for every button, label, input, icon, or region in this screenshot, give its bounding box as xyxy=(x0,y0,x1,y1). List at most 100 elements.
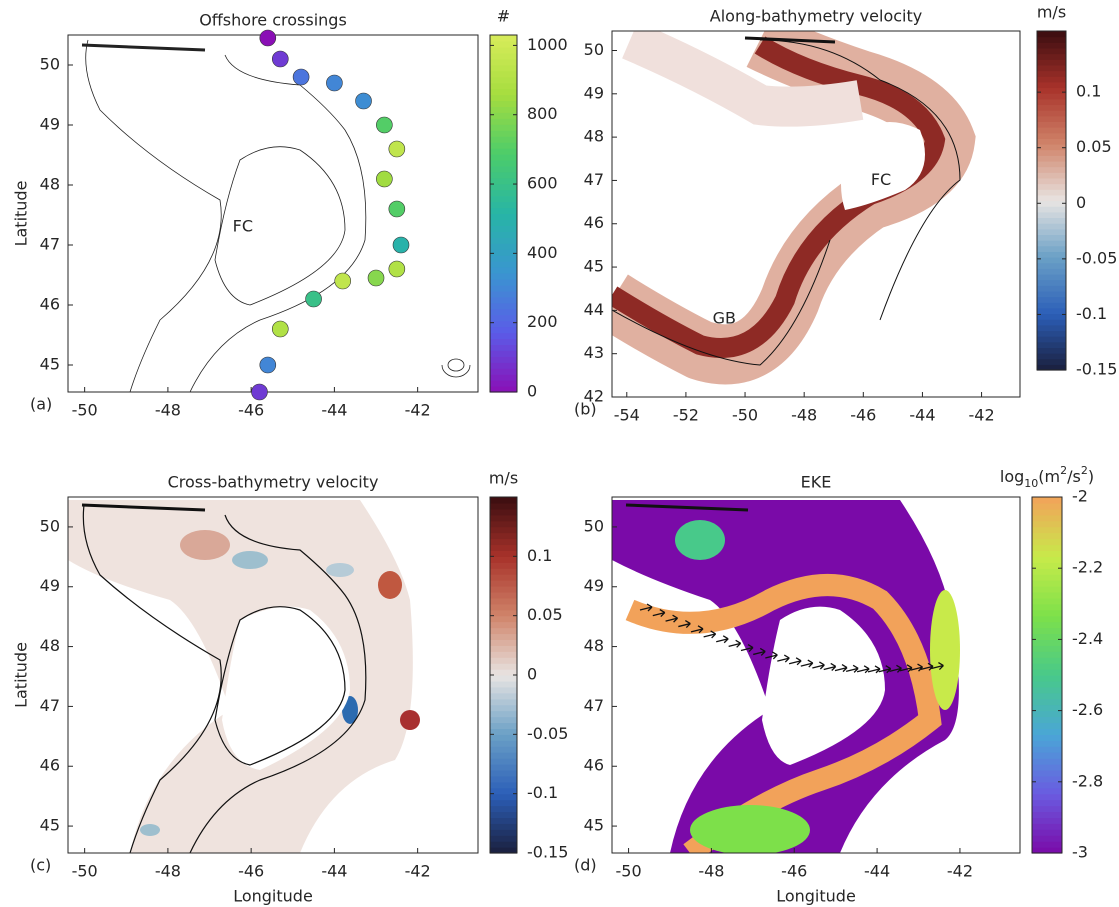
colorbar-step xyxy=(1037,166,1066,173)
axes-frame xyxy=(67,496,479,854)
colorbar-step xyxy=(1037,228,1066,235)
colorbar-step xyxy=(1037,217,1066,224)
colorbar-step xyxy=(1037,110,1066,117)
colorbar-step xyxy=(490,497,517,504)
colorbar-step xyxy=(1037,144,1066,151)
colorbar-step xyxy=(1037,76,1066,83)
crossing-point xyxy=(305,290,322,308)
colorbar-step xyxy=(1037,93,1066,100)
colorbar-step xyxy=(1037,324,1066,332)
colorbar-step xyxy=(490,296,517,304)
chart-title: Along-bathymetry velocity xyxy=(710,7,922,26)
colorbar-step xyxy=(1032,817,1062,824)
x-tick-label: -50 xyxy=(72,401,98,420)
eke-field xyxy=(612,500,960,853)
flow-arrow xyxy=(652,609,666,618)
colorbar-step xyxy=(1032,793,1062,801)
colorbar-step xyxy=(1037,240,1066,247)
colorbar-tick-label: -2.2 xyxy=(1072,558,1103,577)
colorbar-tick-label: 0 xyxy=(527,382,537,401)
crossing-point xyxy=(271,320,289,338)
colorbar-step xyxy=(1032,609,1062,617)
colorbar-step xyxy=(1032,502,1062,510)
crossing-point xyxy=(355,92,372,110)
colorbar-step xyxy=(490,70,517,78)
colorbar-step xyxy=(490,237,517,244)
colorbar-step xyxy=(1032,538,1062,546)
crossing-point xyxy=(376,116,393,134)
axes-frame xyxy=(611,496,1021,854)
colorbar-step xyxy=(1032,639,1062,646)
colorbar-step xyxy=(1037,127,1066,134)
colorbar-step xyxy=(490,124,517,131)
colorbar-step xyxy=(1037,70,1066,77)
colorbar-step xyxy=(490,568,517,575)
flow-arrow xyxy=(728,639,742,648)
colorbar-step xyxy=(490,350,517,357)
x-tick-label: -48 xyxy=(155,862,181,881)
colorbar-step xyxy=(490,344,517,351)
y-tick-label: 49 xyxy=(584,83,604,102)
colorbar-step xyxy=(1032,508,1062,516)
colorbar-step xyxy=(1032,574,1062,581)
colorbar-step xyxy=(490,356,517,363)
colorbar-step xyxy=(490,171,517,179)
colorbar-step xyxy=(490,338,517,345)
colorbar-step xyxy=(490,195,517,203)
colorbar-step xyxy=(490,508,517,516)
flow-arrow xyxy=(716,635,729,644)
colorbar-tick-label: 0.1 xyxy=(1076,82,1101,101)
colorbar-step xyxy=(1032,645,1062,652)
colorbar-tick-label: 0 xyxy=(1076,193,1086,212)
colorbar-step xyxy=(1032,835,1062,842)
y-tick-label: 45 xyxy=(40,355,60,374)
colorbar-tick-label: 200 xyxy=(527,312,558,331)
colorbar-step xyxy=(1032,580,1062,587)
colorbar-step xyxy=(1032,497,1062,504)
y-tick-label: 47 xyxy=(584,170,604,189)
colorbar-step xyxy=(490,781,517,789)
crossing-point xyxy=(326,74,343,92)
colorbar-step xyxy=(490,562,517,569)
flow-arrow xyxy=(678,620,691,629)
crossing-point xyxy=(388,140,406,158)
colorbar-step xyxy=(490,368,517,375)
colorbar-step xyxy=(490,106,517,113)
colorbar-step xyxy=(490,799,517,807)
panel-label: (d) xyxy=(574,856,597,875)
x-tick-label: -46 xyxy=(850,406,876,425)
colorbar-step xyxy=(490,698,517,706)
colorbar-step xyxy=(490,657,517,664)
flow-arrow xyxy=(899,664,913,673)
colorbar-step xyxy=(1037,364,1066,371)
colorbar-step xyxy=(490,314,517,322)
y-tick-label: 47 xyxy=(40,235,60,254)
flow-arrow xyxy=(920,662,934,671)
y-tick-label: 49 xyxy=(584,576,604,595)
colorbar-step xyxy=(490,76,517,84)
colorbar-step xyxy=(1037,251,1066,258)
x-tick-label: -46 xyxy=(238,862,264,881)
colorbar-step xyxy=(490,273,517,280)
colorbar-step xyxy=(1037,358,1066,365)
colorbar-tick-label: -0.15 xyxy=(1076,360,1117,379)
colorbar-step xyxy=(1037,53,1066,60)
colorbar-step xyxy=(1032,728,1062,735)
flow-arrow xyxy=(878,665,892,674)
colorbar-step xyxy=(1037,347,1066,354)
crossing-point xyxy=(392,236,410,254)
colorbar-step xyxy=(490,597,517,605)
bathymetry-contours xyxy=(81,39,471,392)
crossing-point xyxy=(367,269,385,287)
colorbar-step xyxy=(1032,621,1062,629)
colorbar-tick-label: 800 xyxy=(527,104,558,123)
colorbar-step xyxy=(490,94,517,102)
colorbar-step xyxy=(490,728,517,735)
colorbar-step xyxy=(1037,307,1066,315)
colorbar-tick-label: -0.1 xyxy=(527,783,558,802)
colorbar-step xyxy=(490,231,517,238)
colorbar-step xyxy=(490,154,517,161)
colorbar-step xyxy=(490,320,517,328)
colorbar-label: m/s xyxy=(1037,3,1066,22)
colorbar-step xyxy=(1032,686,1062,694)
